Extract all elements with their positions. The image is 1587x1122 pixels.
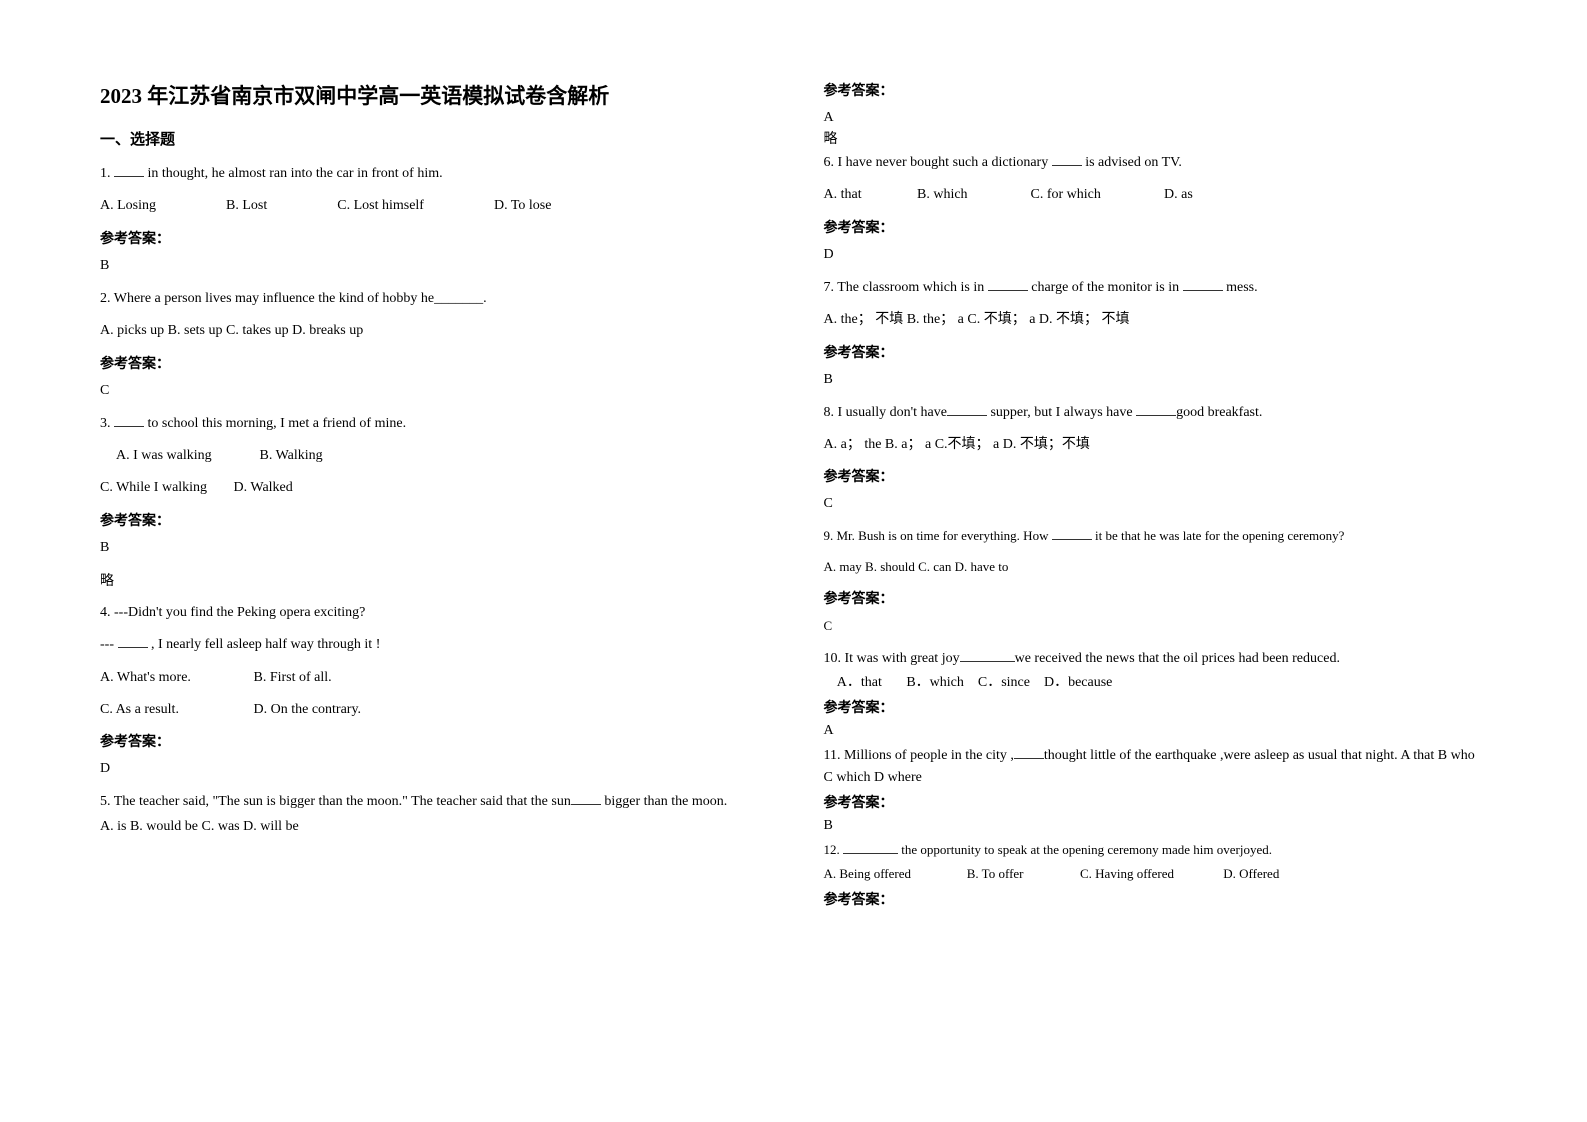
blank — [1136, 402, 1176, 416]
blank — [843, 841, 898, 854]
q6-text: 6. I have never bought such a dictionary… — [824, 152, 1488, 174]
q2-text: 2. Where a person lives may influence th… — [100, 288, 764, 310]
q8-answer: C — [824, 496, 1488, 512]
blank — [988, 277, 1028, 291]
q1-options: A. Losing B. Lost C. Lost himself D. To … — [100, 195, 764, 217]
q12-text: 12. the opportunity to speak at the open… — [824, 840, 1488, 861]
skip: 略 — [824, 128, 1488, 148]
answer-label: 参考答案： — [100, 353, 764, 373]
q12-options: A. Being offered B. To offer C. Having o… — [824, 864, 1488, 885]
q9-text: 9. Mr. Bush is on time for everything. H… — [824, 526, 1488, 547]
q4-answer: D — [100, 761, 764, 777]
q11-text: 11. Millions of people in the city ,thou… — [824, 745, 1488, 790]
blank — [1052, 152, 1082, 166]
q3-answer: B — [100, 540, 764, 556]
answer-label: 参考答案： — [100, 510, 764, 530]
answer-label: 参考答案： — [824, 792, 1488, 812]
page-title: 2023 年江苏省南京市双闸中学高一英语模拟试卷含解析 — [100, 80, 764, 110]
right-column: 参考答案： A 略 6. I have never bought such a … — [824, 80, 1488, 1082]
q11-answer: B — [824, 818, 1488, 834]
q9-options: A. may B. should C. can D. have to — [824, 557, 1488, 578]
q3-options-row1: A. I was walking B. Walking — [100, 445, 764, 467]
q1-answer: B — [100, 258, 764, 274]
blank — [1052, 527, 1092, 540]
q2-options: A. picks up B. sets up C. takes up D. br… — [100, 320, 764, 342]
q6-options: A. that B. which C. for which D. as — [824, 184, 1488, 206]
blank — [114, 163, 144, 177]
blank — [571, 791, 601, 805]
q4-line1: 4. ---Didn't you find the Peking opera e… — [100, 602, 764, 624]
answer-label: 参考答案： — [824, 466, 1488, 486]
q7-text: 7. The classroom which is in charge of t… — [824, 277, 1488, 299]
q4-options-row2: C. As a result. D. On the contrary. — [100, 699, 764, 721]
blank — [114, 413, 144, 427]
blank — [118, 634, 148, 648]
q9-answer: C — [824, 618, 1488, 634]
q5-answer: A — [824, 110, 1488, 126]
q8-text: 8. I usually don't have supper, but I al… — [824, 402, 1488, 424]
answer-label: 参考答案： — [824, 697, 1488, 717]
q3-options-row2: C. While I walking D. Walked — [100, 477, 764, 499]
blank — [1014, 745, 1044, 759]
q5-options: A. is B. would be C. was D. will be — [100, 816, 764, 838]
answer-label: 参考答案： — [824, 80, 1488, 100]
blank — [1183, 277, 1223, 291]
q10-text: 10. It was with great joywe received the… — [824, 648, 1488, 670]
q10-options: A．that B．which C．since D．because — [824, 672, 1488, 694]
section-title: 一、选择题 — [100, 128, 764, 149]
answer-label: 参考答案： — [824, 342, 1488, 362]
q3-text: 3. to school this morning, I met a frien… — [100, 413, 764, 435]
q4-line2: --- , I nearly fell asleep half way thro… — [100, 634, 764, 656]
answer-label: 参考答案： — [100, 731, 764, 751]
answer-label: 参考答案： — [824, 889, 1488, 909]
q10-answer: A — [824, 723, 1488, 739]
q8-options: A. a； the B. a； a C.不填； a D. 不填；不填 — [824, 434, 1488, 456]
answer-label: 参考答案： — [824, 217, 1488, 237]
blank — [947, 402, 987, 416]
q5-text: 5. The teacher said, "The sun is bigger … — [100, 791, 764, 813]
skip: 略 — [100, 570, 764, 590]
q4-options-row1: A. What's more. B. First of all. — [100, 667, 764, 689]
q6-answer: D — [824, 247, 1488, 263]
answer-label: 参考答案： — [824, 588, 1488, 608]
q7-answer: B — [824, 372, 1488, 388]
q1-text: 1. in thought, he almost ran into the ca… — [100, 163, 764, 185]
left-column: 2023 年江苏省南京市双闸中学高一英语模拟试卷含解析 一、选择题 1. in … — [100, 80, 764, 1082]
q2-answer: C — [100, 383, 764, 399]
q7-options: A. the； 不填 B. the； a C. 不填； a D. 不填； 不填 — [824, 309, 1488, 331]
blank — [960, 648, 1015, 662]
answer-label: 参考答案： — [100, 228, 764, 248]
